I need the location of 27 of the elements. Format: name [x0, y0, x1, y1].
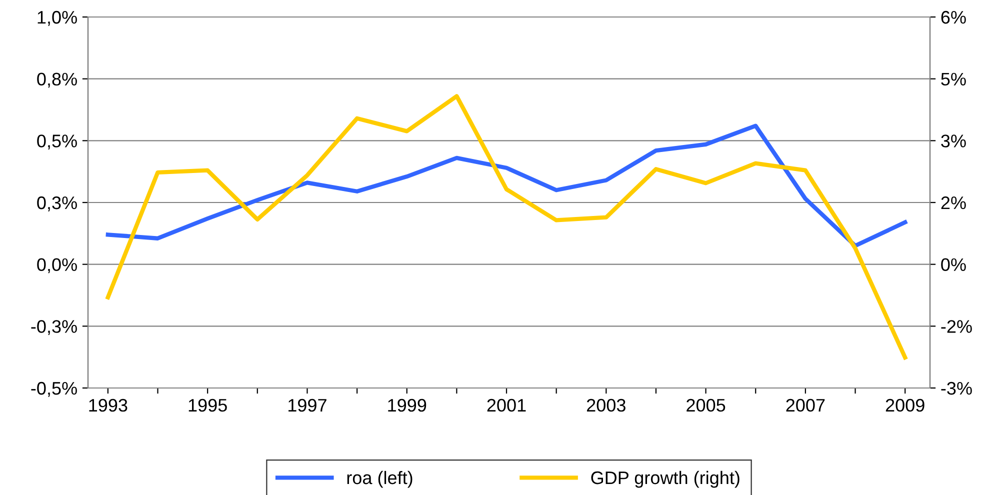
y2-tick-label: 2%	[941, 196, 966, 210]
x-tick-label: 1993	[89, 398, 128, 412]
y2-tick-label: 3%	[941, 134, 966, 148]
y2-tick-label: -2%	[941, 320, 972, 333]
y-tick-label: 0,0%	[37, 258, 77, 274]
y2-tick-label: -3%	[941, 382, 972, 395]
x-tick-label: 2007	[786, 398, 825, 412]
x-tick-label: 1997	[288, 398, 326, 412]
line-series	[106, 94, 908, 360]
y-tick-label: 0,5%	[37, 134, 77, 150]
legend-label: GDP growth (right)	[591, 470, 740, 488]
legend-label: roa (left)	[347, 470, 412, 488]
x-tick-label: 1999	[388, 398, 426, 412]
y2-tick-label: 0%	[941, 258, 966, 272]
x-tick-label: 2005	[686, 398, 726, 412]
y-tick-label: 0,8%	[37, 72, 77, 88]
x-tick-label: 2001	[487, 398, 526, 412]
y2-tick-label: 6%	[941, 10, 966, 24]
y-tick-label: 0,3%	[37, 196, 77, 212]
y2-tick-label: 5%	[941, 72, 966, 86]
y-tick-label: -0,5%	[31, 382, 77, 397]
x-tick-label: 2003	[586, 398, 626, 412]
x-tick-label: 1995	[188, 398, 227, 412]
y-tick-label: -0,3%	[31, 320, 77, 336]
y-tick-label: 1,0%	[38, 10, 77, 26]
x-tick-label: 2009	[886, 398, 924, 412]
line-series	[106, 124, 908, 248]
